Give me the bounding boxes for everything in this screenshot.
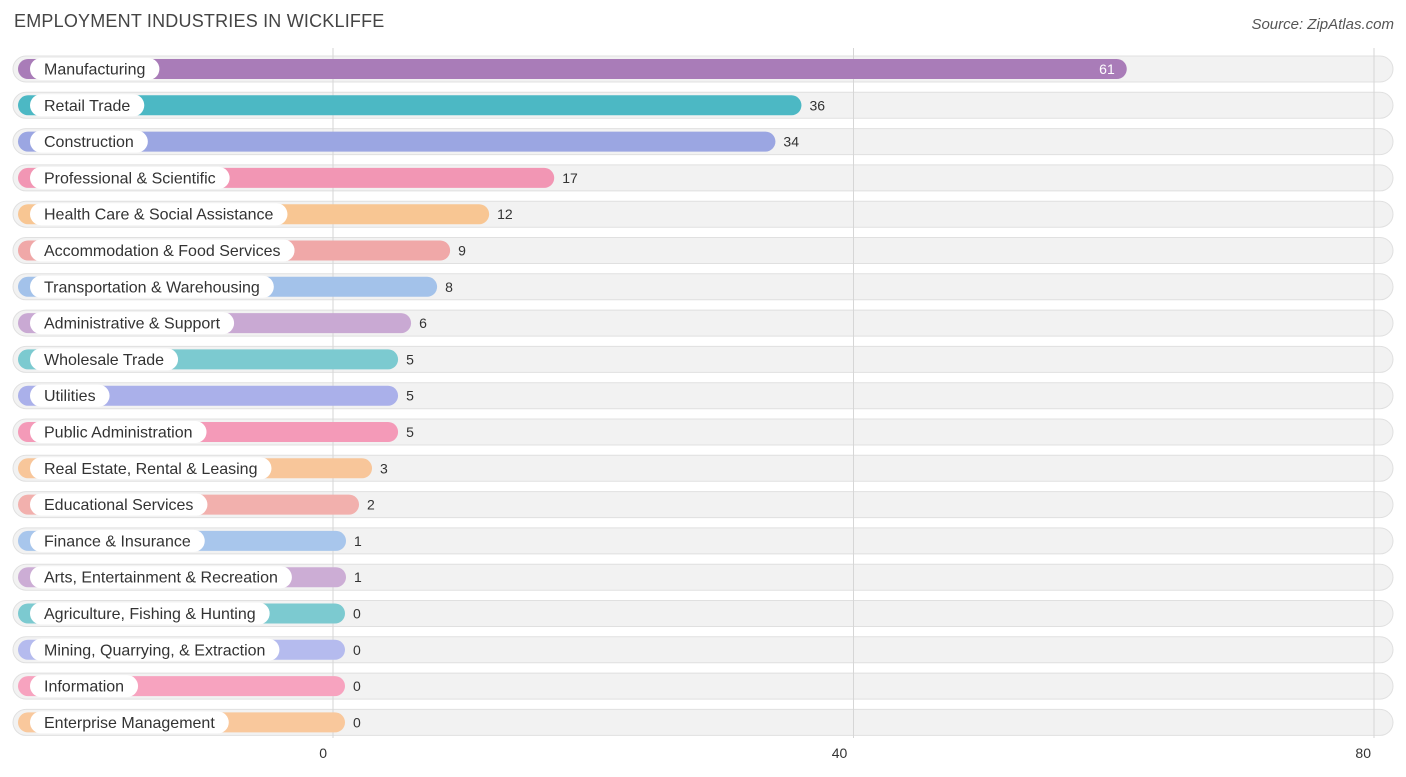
value-label: 0 (353, 606, 361, 622)
value-label: 3 (380, 460, 388, 476)
category-label: Transportation & Warehousing (44, 279, 260, 296)
x-tick-label: 80 (1355, 745, 1371, 761)
bar (18, 95, 802, 116)
category-label-pill (30, 130, 148, 153)
row-background (12, 636, 1394, 664)
bar (18, 131, 776, 152)
category-label: Finance & Insurance (44, 533, 191, 550)
value-label: 9 (458, 243, 466, 259)
category-label-pill (30, 239, 295, 262)
category-label-pill (30, 275, 274, 298)
value-label: 1 (354, 569, 362, 585)
value-label: 12 (497, 206, 513, 222)
value-label: 34 (783, 134, 799, 150)
value-label: 6 (419, 315, 427, 331)
x-tick-label: 0 (319, 745, 327, 761)
category-label-pill (30, 384, 110, 407)
row-background (12, 708, 1394, 736)
category-label: Manufacturing (44, 62, 145, 79)
category-label-pill (30, 711, 229, 734)
value-label: 2 (367, 497, 375, 513)
category-label: Public Administration (44, 425, 193, 442)
category-label-pill (30, 166, 230, 189)
chart-title: EMPLOYMENT INDUSTRIES IN WICKLIFFE (14, 11, 385, 31)
category-label-pill (30, 457, 272, 480)
category-label: Real Estate, Rental & Leasing (44, 461, 257, 478)
category-label: Arts, Entertainment & Recreation (44, 570, 278, 587)
category-label-pill (30, 94, 145, 117)
value-label: 8 (445, 279, 453, 295)
x-tick-label: 40 (832, 745, 848, 761)
value-label: 5 (406, 351, 414, 367)
category-label-pill (30, 348, 179, 371)
value-label: 17 (562, 170, 578, 186)
category-label-pill (30, 312, 235, 335)
chart-ticks: 0 40 80 (319, 745, 1371, 761)
bar (18, 59, 1127, 79)
category-label: Health Care & Social Assistance (44, 207, 274, 224)
category-label-pill (30, 58, 160, 80)
category-label-pill (30, 675, 139, 698)
value-label: 61 (1099, 61, 1115, 77)
category-label: Wholesale Trade (44, 352, 164, 369)
value-label: 1 (354, 533, 362, 549)
category-label: Administrative & Support (44, 316, 221, 333)
value-label: 5 (406, 388, 414, 404)
category-label: Agriculture, Fishing & Hunting (44, 606, 256, 623)
category-label: Mining, Quarrying, & Extraction (44, 642, 265, 659)
category-label: Utilities (44, 388, 96, 405)
value-label: 0 (353, 642, 361, 658)
row-background (12, 563, 1394, 591)
bar (18, 385, 399, 406)
row-background (12, 600, 1394, 627)
row-background (12, 527, 1394, 555)
category-label: Enterprise Management (44, 715, 215, 732)
row-background (12, 672, 1394, 700)
value-label: 5 (406, 424, 414, 440)
row-background (12, 491, 1394, 519)
category-label-pill (30, 566, 292, 589)
category-label-pill (30, 638, 280, 661)
category-label: Information (44, 679, 124, 696)
category-label: Professional & Scientific (44, 170, 216, 187)
category-label: Construction (44, 134, 134, 151)
source-note: Source: ZipAtlas.com (1251, 16, 1394, 33)
category-label-pill (30, 602, 270, 625)
category-label-pill (30, 493, 208, 516)
category-label: Retail Trade (44, 98, 130, 115)
value-label: 0 (353, 678, 361, 694)
value-label: 0 (353, 714, 361, 730)
category-label: Accommodation & Food Services (44, 243, 281, 260)
category-label-pill (30, 203, 288, 226)
category-label-pill (30, 421, 207, 443)
value-label: 36 (809, 97, 825, 113)
category-label-pill (30, 529, 205, 552)
category-label: Educational Services (44, 497, 193, 514)
